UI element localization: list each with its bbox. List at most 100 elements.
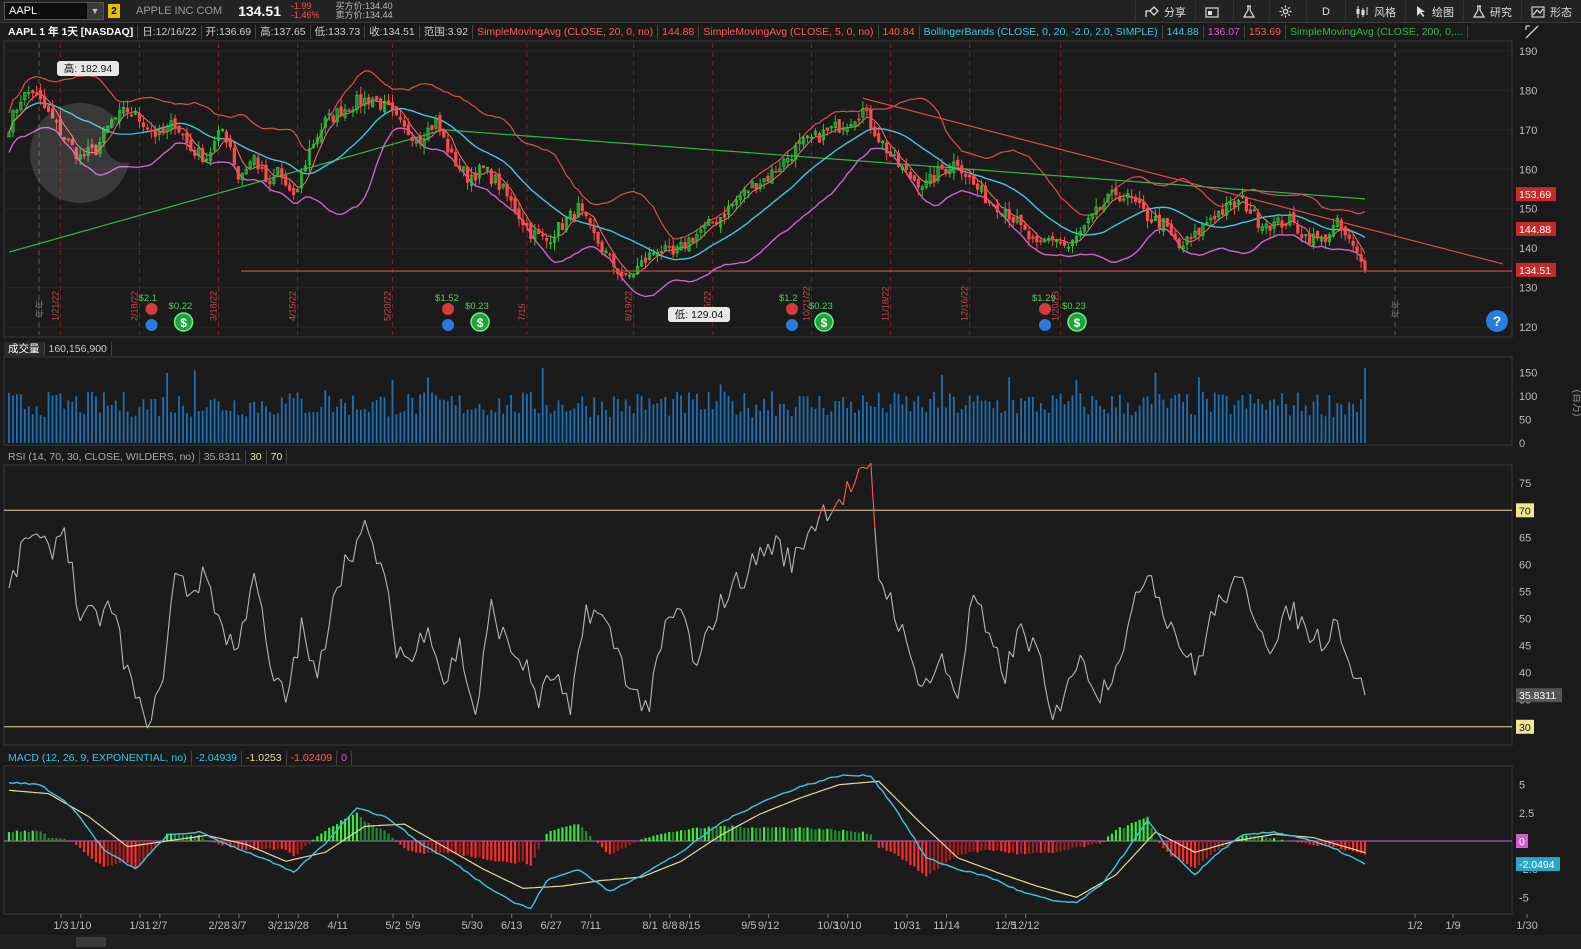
candle-body: [754, 182, 758, 191]
candle-body: [386, 100, 391, 106]
share-button[interactable]: 分享: [1135, 0, 1195, 23]
volume-bar: [1320, 414, 1323, 443]
rsi-line-segment: [439, 670, 445, 685]
candle-body: [1276, 217, 1280, 223]
rsi-line-segment: [929, 674, 935, 684]
volume-bar: [976, 395, 979, 443]
help-icon[interactable]: ?: [1486, 310, 1508, 332]
volume-bar: [909, 411, 912, 443]
rsi-line-segment: [858, 466, 864, 470]
candle-body: [1177, 238, 1181, 249]
macd-histogram-bar: [964, 841, 967, 855]
volume-bar: [632, 413, 635, 443]
badge-rsi-30: 30: [1516, 719, 1534, 734]
info-icon[interactable]: [785, 319, 798, 331]
earnings-icon[interactable]: [442, 303, 455, 315]
drawing-button[interactable]: 绘图: [1405, 0, 1463, 23]
calendar-button[interactable]: [1195, 0, 1233, 23]
flask-icon: [1473, 5, 1485, 18]
macd-histogram-bar: [940, 841, 944, 867]
macd-histogram-bar: [233, 841, 236, 848]
badge-sma20-text: 144.88: [1519, 224, 1551, 236]
info-icon[interactable]: [145, 319, 158, 331]
earnings-icon[interactable]: [785, 303, 798, 315]
rsi-line-segment: [119, 629, 125, 670]
price-tick-label: 120: [1519, 322, 1537, 334]
draw-tool-icon[interactable]: [1525, 25, 1539, 39]
volume-title[interactable]: 成交量: [4, 342, 45, 356]
chart-canvas[interactable]: 1201301401501601701801900501001503540455…: [0, 23, 1581, 949]
volume-bar: [31, 414, 34, 443]
volume-bar: [1360, 399, 1362, 443]
macd-histogram-bar: [419, 841, 422, 853]
candle-body: [730, 204, 735, 207]
volume-bar: [1032, 396, 1034, 443]
link-badge[interactable]: 2: [108, 4, 120, 18]
style-button[interactable]: 风格: [1345, 0, 1405, 23]
macd-histogram-bar: [1051, 841, 1054, 854]
rsi-line-segment: [321, 648, 326, 652]
horizontal-scrollbar[interactable]: [0, 935, 1581, 949]
candle-body: [1315, 231, 1320, 239]
settings-button[interactable]: [1269, 0, 1306, 23]
patterns-button[interactable]: 形态: [1521, 0, 1581, 23]
candle-body: [1209, 217, 1213, 221]
rsi-title[interactable]: RSI (14, 70, 30, CLOSE, WILDERS, no): [4, 450, 200, 464]
x-tick-label: 4/11: [327, 920, 348, 932]
candle-body: [485, 166, 489, 171]
candle-body: [347, 110, 351, 112]
candle-body: [256, 157, 260, 170]
symbol-input[interactable]: AAPL ▼: [4, 2, 104, 20]
dividend-icon[interactable]: [1067, 312, 1087, 332]
flask-button[interactable]: [1233, 0, 1269, 23]
scrollbar-thumb[interactable]: [76, 937, 106, 947]
rsi-line-segment: [609, 626, 615, 649]
rsi-line-segment: [735, 572, 741, 589]
dividend-icon[interactable]: [470, 312, 490, 332]
info-icon[interactable]: [442, 319, 455, 331]
candle-body: [932, 174, 936, 183]
trendline-resistance[interactable]: [862, 97, 1504, 265]
candle-body: [1043, 239, 1047, 243]
badge-macd-zero-text: 0: [1519, 836, 1525, 848]
chart-area[interactable]: AAPL 1 年 1天 [NASDAQ] 日:12/16/22 开:136.69…: [0, 23, 1581, 949]
x-tick-label: 12/12: [1012, 920, 1040, 932]
volume-bar: [703, 409, 706, 443]
macd-histogram-bar: [1083, 841, 1086, 848]
macd-histogram-bar: [146, 841, 149, 856]
info-icon[interactable]: [1039, 319, 1052, 331]
volume-bar: [810, 407, 813, 443]
macd-title[interactable]: MACD (12, 26, 9, EXPONENTIAL, no): [4, 751, 192, 765]
candle-body: [798, 140, 802, 145]
aggregation-label: D: [1322, 5, 1330, 18]
studies-button[interactable]: 研究: [1463, 0, 1521, 23]
volume-bar: [1352, 403, 1355, 443]
rsi-line-segment: [281, 682, 287, 703]
pattern-icon: [1531, 5, 1545, 18]
candle-body: [466, 166, 470, 183]
chevron-down-icon[interactable]: ▼: [87, 3, 103, 19]
study-bollinger[interactable]: BollingerBands (CLOSE, 0, 20, -2.0, 2.0,…: [920, 25, 1163, 39]
aggregation-button[interactable]: D: [1306, 0, 1345, 23]
rsi-line-segment: [261, 607, 267, 641]
study-sma20[interactable]: SimpleMovingAvg (CLOSE, 20, 0, no): [473, 25, 659, 39]
volume-bar: [482, 409, 485, 443]
volume-bar: [956, 412, 959, 443]
study-sma200[interactable]: SimpleMovingAvg (CLOSE, 200, 0,...: [1286, 25, 1468, 39]
rsi-line-segment: [973, 594, 979, 604]
earnings-icon[interactable]: [1039, 303, 1052, 315]
candle-body: [1102, 204, 1106, 211]
candle-body: [157, 131, 161, 135]
volume-tick-label: 100: [1519, 391, 1537, 403]
macd-histogram-bar: [731, 825, 734, 841]
macd-histogram-bar: [936, 841, 940, 869]
candle-body: [70, 139, 74, 146]
dividend-icon[interactable]: [814, 312, 834, 332]
dividend-icon[interactable]: [173, 312, 194, 332]
rsi-line-segment: [154, 688, 160, 697]
volume-bar: [83, 414, 86, 443]
candle-body: [1256, 212, 1260, 228]
earnings-icon[interactable]: [145, 303, 158, 315]
study-sma5[interactable]: SimpleMovingAvg (CLOSE, 5, 0, no): [699, 25, 879, 39]
patterns-label: 形态: [1550, 6, 1572, 19]
